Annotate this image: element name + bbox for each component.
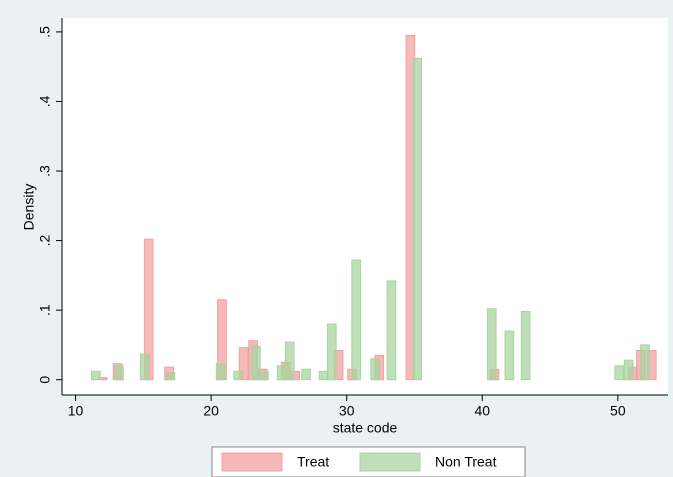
y-tick-label: 0 — [37, 376, 53, 384]
bar — [233, 370, 244, 381]
bar — [640, 344, 650, 381]
legend-label: Non Treat — [435, 454, 497, 470]
bar — [520, 311, 531, 381]
bar — [504, 330, 515, 381]
y-tick-label: .5 — [37, 26, 53, 38]
bar — [114, 365, 124, 381]
x-tick-label: 30 — [339, 403, 355, 419]
bar — [326, 323, 337, 381]
bar — [412, 57, 423, 381]
bar — [251, 345, 261, 381]
legend-swatch — [221, 452, 283, 472]
x-axis-title: state code — [333, 420, 398, 436]
legend: Treat Non Treat — [211, 446, 526, 477]
bar — [284, 341, 295, 381]
y-axis-title: Density — [21, 184, 37, 231]
y-tick-label: .3 — [37, 165, 53, 177]
x-tick-label: 10 — [68, 403, 84, 419]
bar — [614, 365, 625, 381]
bar — [370, 358, 381, 381]
y-tick-label: .4 — [37, 95, 53, 107]
bar — [165, 372, 176, 381]
x-tick-label: 50 — [610, 403, 626, 419]
bar — [301, 368, 311, 381]
y-tick-label: .2 — [37, 235, 53, 247]
bars — [91, 34, 657, 381]
bar — [386, 280, 397, 381]
bar — [276, 365, 287, 381]
bar — [215, 363, 226, 381]
bar — [318, 370, 329, 381]
x-tick-label: 40 — [474, 403, 490, 419]
bar — [91, 370, 101, 381]
x-tick-label: 20 — [203, 403, 219, 419]
y-tick-label: .1 — [37, 304, 53, 316]
bar — [259, 370, 269, 381]
bar — [238, 347, 249, 381]
legend-label: Treat — [297, 454, 329, 470]
plot-area — [62, 18, 668, 395]
bar — [623, 359, 634, 381]
legend-swatch — [359, 452, 421, 472]
bar — [351, 259, 362, 381]
bar — [139, 353, 150, 381]
bar — [486, 308, 497, 381]
